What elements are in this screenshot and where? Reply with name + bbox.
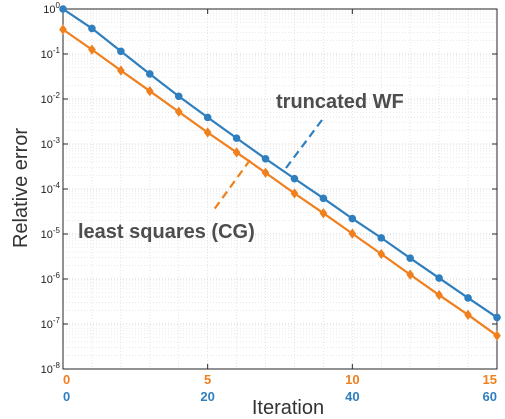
data-point [117,65,125,76]
annotation-least-squares: least squares (CG) [78,221,255,243]
y-tick-label: 10-7 [41,316,61,331]
data-point [145,85,154,97]
series-layer [59,5,501,341]
y-tick-label: 10-8 [41,361,61,376]
data-point [88,44,96,55]
y-tick-label: 10-6 [41,271,61,286]
data-point [319,194,328,203]
data-point [319,208,328,219]
y-tick-label: 10-2 [41,91,61,106]
y-tick-label: 10-1 [41,46,61,61]
data-point [174,92,183,101]
data-point [493,330,501,341]
data-point [203,127,212,138]
data-point [59,5,67,13]
x-tick-label-iteration-wf: 0 [63,389,70,404]
annotations: truncated WF least squares (CG) [78,91,404,243]
data-point [348,228,357,239]
data-point [290,188,299,199]
x-axis-label: Iteration [252,397,324,419]
series-0 [59,5,501,322]
data-point [377,234,386,242]
data-point [88,24,96,33]
x-tick-label-iteration-wf: 60 [483,389,497,404]
y-tick-label: 10-5 [41,226,61,241]
data-point [174,106,183,117]
y-axis-ticks: 100 10-1 10-2 10-3 10-4 10-5 10-6 10-7 10-8 [41,1,497,376]
data-point [290,174,299,183]
x-axis-ticks: 0 5 10 15 0 20 40 60 [62,9,498,404]
data-point [435,274,443,282]
series-1 [59,24,501,341]
y-tick-label: 100 [43,1,60,16]
data-point [261,154,270,163]
series-line [62,8,498,319]
x-tick-label-iteration-wf: 40 [345,389,359,404]
x-tick-label-iteration-wf: 20 [200,389,214,404]
data-point [59,24,67,35]
y-axis-label: Relative error [10,128,32,248]
x-tick-label-iteration-cg: 5 [204,372,211,387]
data-point [146,70,154,78]
data-point [406,254,415,262]
data-point [232,134,241,142]
annotation-leader-wf [285,119,323,169]
x-tick-label-iteration-cg: 10 [345,372,359,387]
x-tick-label-iteration-cg: 0 [63,372,70,387]
series-line [62,28,498,337]
data-point [261,167,270,178]
y-tick-label: 10-4 [41,181,61,196]
annotation-truncated-wf: truncated WF [276,91,404,113]
data-point [232,147,241,158]
data-point [464,309,472,320]
data-point [435,289,443,301]
data-point [203,113,212,122]
data-point [464,294,472,302]
y-tick-label: 10-3 [41,136,61,151]
data-point [406,269,415,280]
grid [62,8,498,370]
data-point [117,47,125,56]
x-tick-label-iteration-cg: 15 [483,372,497,387]
data-point [348,214,357,223]
annotation-leader-cg [212,159,251,212]
data-point [377,248,386,260]
data-point [493,313,501,322]
